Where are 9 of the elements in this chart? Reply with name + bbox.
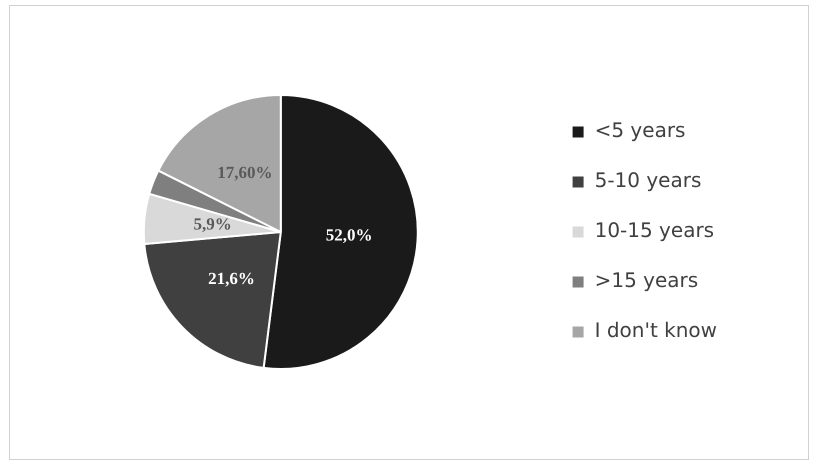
data-label: 17,60% [217, 163, 272, 182]
legend-label: 10-15 years [594, 218, 714, 242]
data-label: 5,9% [193, 214, 232, 234]
legend-label: 5-10 years [594, 168, 702, 192]
legend-label: <5 years [594, 118, 686, 142]
legend-label: I don't know [594, 318, 718, 342]
legend-label: >15 years [594, 268, 698, 292]
data-label: 21,6% [208, 268, 255, 288]
data-label: 52,0% [326, 226, 373, 245]
